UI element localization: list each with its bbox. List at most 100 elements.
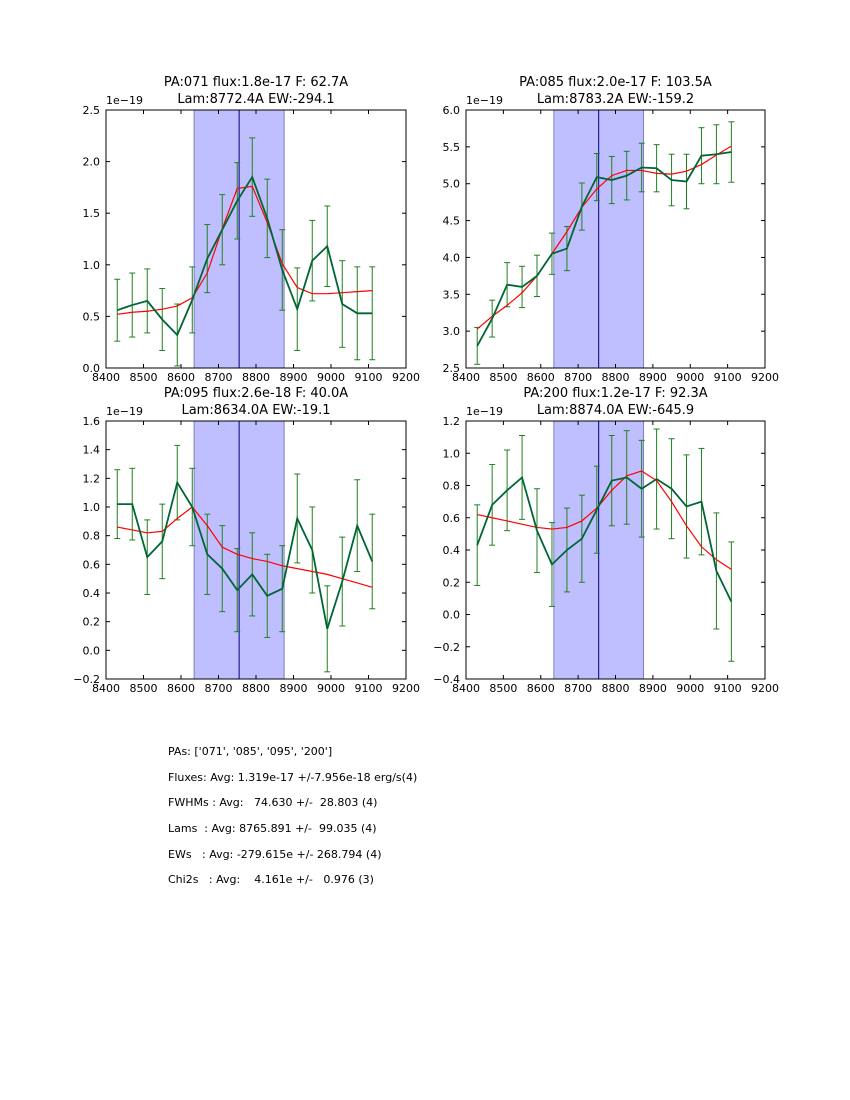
y-tick-label: 3.5	[443, 288, 461, 301]
fit-line	[117, 506, 373, 588]
x-tick-label: 8700	[205, 682, 233, 695]
panel-4: PA:200 flux:1.2e-17 F: 92.3A Lam:8874.0A …	[433, 386, 779, 695]
data-line	[117, 480, 374, 630]
x-tick-label: 9100	[355, 682, 383, 695]
panel-title-line1: PA:085 flux:2.0e-17 F: 103.5A	[519, 75, 712, 90]
panel-title-line1: PA:071 flux:1.8e-17 F: 62.7A	[164, 75, 348, 90]
x-tick-label: 8600	[167, 371, 195, 384]
x-tick-label: 8500	[489, 682, 517, 695]
y-tick-label: 0.6	[83, 558, 101, 571]
x-tick-label: 8600	[527, 371, 555, 384]
y-tick-label: 1.0	[83, 501, 101, 514]
y-offset-label: 1e−19	[106, 94, 143, 107]
y-tick-label: 1.6	[83, 415, 101, 428]
x-tick-label: 8500	[489, 371, 517, 384]
summary-pas: PAs: ['071', '085', '095', '200']	[168, 745, 333, 758]
y-tick-label: 4.0	[443, 251, 461, 264]
panel-3: PA:095 flux:2.6e-18 F: 40.0A Lam:8634.0A …	[73, 386, 420, 695]
y-tick-label: 0.0	[443, 609, 461, 622]
y-tick-label: 0.8	[443, 480, 461, 493]
x-tick-label: 8900	[639, 371, 667, 384]
y-offset-label: 1e−19	[466, 94, 503, 107]
x-tick-label: 9200	[392, 682, 420, 695]
x-tick-label: 8500	[130, 371, 158, 384]
fit-line	[476, 145, 732, 330]
y-tick-label: 0.8	[83, 530, 101, 543]
summary-fwhms: FWHMs : Avg: 74.630 +/- 28.803 (4)	[168, 796, 378, 809]
y-tick-label: −0.2	[433, 641, 460, 654]
x-tick-label: 9100	[355, 371, 383, 384]
fit-line	[477, 470, 732, 570]
y-tick-label: 5.5	[443, 141, 461, 154]
y-offset-label: 1e−19	[106, 405, 143, 418]
y-tick-label: 1.5	[83, 207, 101, 220]
x-tick-label: 8700	[564, 682, 592, 695]
x-tick-label: 8600	[167, 682, 195, 695]
data-line	[476, 475, 733, 602]
y-tick-label: 3.0	[443, 325, 461, 338]
y-tick-label: 2.5	[83, 104, 101, 117]
summary-chi2s: Chi2s : Avg: 4.161e +/- 0.976 (3)	[168, 873, 374, 886]
x-tick-label: 8400	[452, 371, 480, 384]
x-tick-label: 9200	[751, 682, 779, 695]
x-tick-label: 8700	[205, 371, 233, 384]
x-tick-label: 8900	[639, 682, 667, 695]
y-tick-label: 0.6	[443, 512, 461, 525]
x-tick-label: 9000	[317, 682, 345, 695]
y-tick-label: 0.5	[83, 310, 101, 323]
x-tick-label: 9000	[676, 682, 704, 695]
y-tick-label: 0.0	[83, 644, 101, 657]
x-tick-label: 9100	[714, 682, 742, 695]
y-tick-label: 0.2	[443, 576, 461, 589]
x-tick-label: 8800	[602, 371, 630, 384]
x-tick-label: 9100	[714, 371, 742, 384]
summary-fluxes: Fluxes: Avg: 1.319e-17 +/-7.956e-18 erg/…	[168, 771, 418, 784]
x-tick-label: 8400	[452, 682, 480, 695]
y-tick-label: 1.4	[83, 444, 101, 457]
panel-title-line2: Lam:8874.0A EW:-645.9	[537, 403, 694, 418]
x-tick-label: 9000	[676, 371, 704, 384]
panel-title-line1: PA:095 flux:2.6e-18 F: 40.0A	[164, 386, 348, 401]
x-tick-label: 9000	[317, 371, 345, 384]
x-tick-label: 8800	[242, 371, 270, 384]
y-tick-label: 1.0	[443, 447, 461, 460]
x-tick-label: 8700	[564, 371, 592, 384]
y-tick-label: 0.0	[83, 362, 101, 375]
summary-lams: Lams : Avg: 8765.891 +/- 99.035 (4)	[168, 822, 377, 835]
panel-title-line2: Lam:8634.0A EW:-19.1	[181, 403, 330, 418]
x-tick-label: 9200	[751, 371, 779, 384]
data-line	[116, 175, 373, 337]
panel-1: PA:071 flux:1.8e-17 F: 62.7A Lam:8772.4A …	[83, 75, 421, 384]
y-tick-label: 2.5	[443, 362, 461, 375]
x-tick-label: 8800	[242, 682, 270, 695]
panel-title-line1: PA:200 flux:1.2e-17 F: 92.3A	[523, 386, 707, 401]
panel-title-line2: Lam:8783.2A EW:-159.2	[537, 92, 694, 107]
x-tick-label: 8400	[92, 682, 120, 695]
summary-ews: EWs : Avg: -279.615e +/- 268.794 (4)	[168, 848, 382, 861]
y-tick-label: 5.0	[443, 178, 461, 191]
y-tick-label: 0.4	[83, 587, 101, 600]
panel-title-line2: Lam:8772.4A EW:-294.1	[177, 92, 334, 107]
y-tick-label: 1.0	[83, 259, 101, 272]
error-bar	[474, 326, 481, 365]
data-line	[476, 151, 732, 347]
x-tick-label: 8400	[92, 371, 120, 384]
y-tick-label: −0.2	[73, 673, 100, 686]
x-tick-label: 8500	[130, 682, 158, 695]
x-tick-label: 8600	[527, 682, 555, 695]
y-tick-label: 4.5	[443, 215, 461, 228]
y-tick-label: 2.0	[83, 156, 101, 169]
x-tick-label: 8800	[602, 682, 630, 695]
x-tick-label: 8900	[280, 682, 308, 695]
y-tick-label: 0.4	[443, 544, 461, 557]
y-tick-label: 6.0	[443, 104, 461, 117]
y-tick-label: 1.2	[83, 472, 101, 485]
x-tick-label: 9200	[392, 371, 420, 384]
y-tick-label: 0.2	[83, 616, 101, 629]
y-tick-label: 1.2	[443, 415, 461, 428]
panel-2: PA:085 flux:2.0e-17 F: 103.5A Lam:8783.2A…	[443, 75, 780, 384]
x-tick-label: 8900	[280, 371, 308, 384]
y-offset-label: 1e−19	[466, 405, 503, 418]
y-tick-label: −0.4	[433, 673, 460, 686]
